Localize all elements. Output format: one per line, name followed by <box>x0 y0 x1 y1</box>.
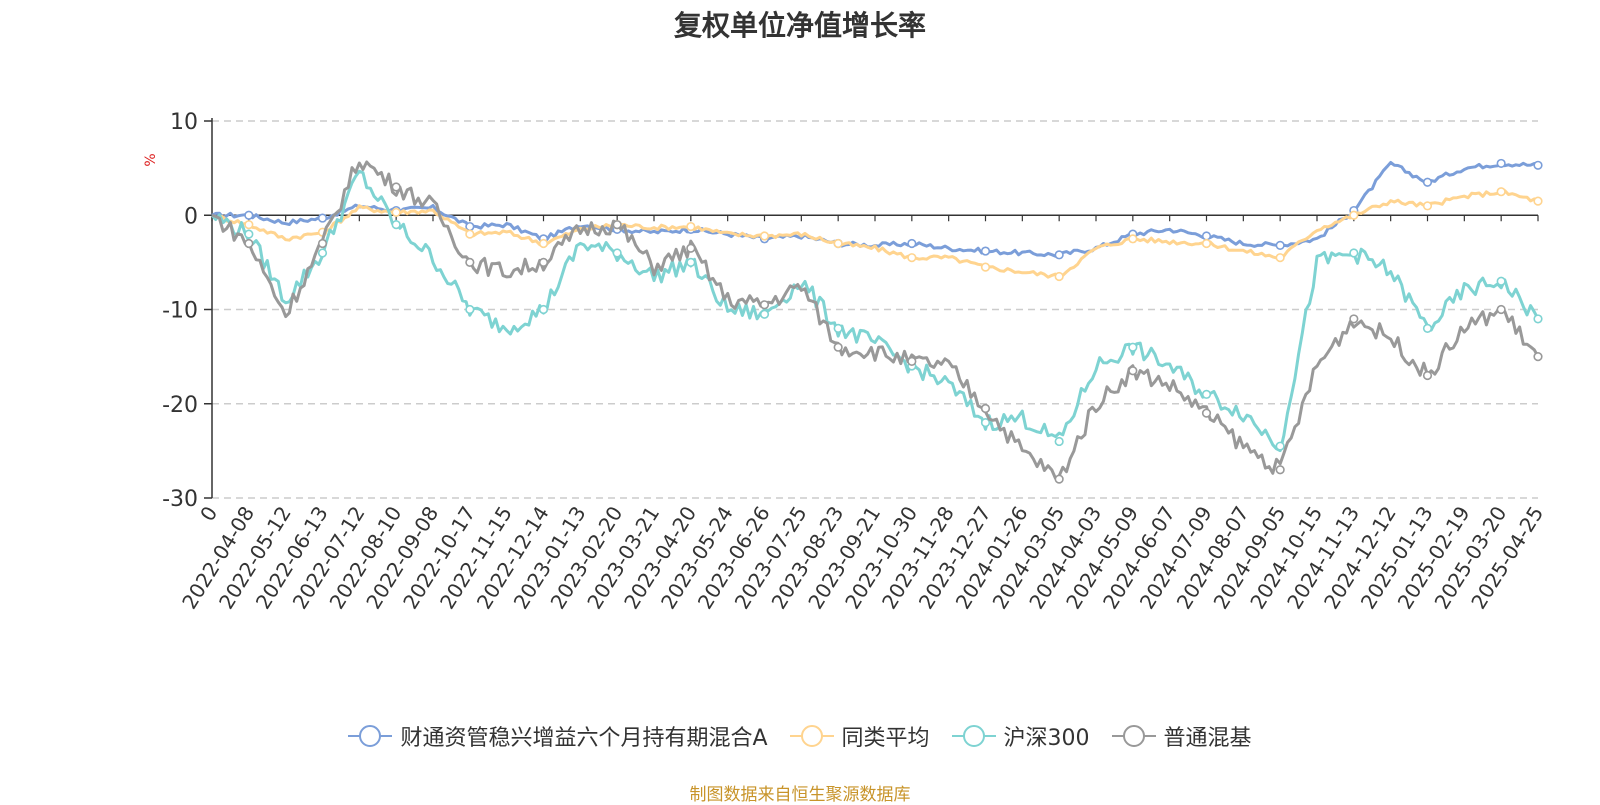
series-marker <box>1201 389 1212 399</box>
series-marker <box>1201 231 1212 241</box>
series-marker <box>465 229 475 239</box>
series-marker <box>465 304 475 315</box>
series-marker <box>1496 276 1506 286</box>
series-marker <box>244 210 254 220</box>
series-line <box>211 189 1539 279</box>
series-marker <box>244 229 254 239</box>
legend-item[interactable]: 同类平均 <box>789 720 930 752</box>
y-tick-label: 0 <box>184 204 198 229</box>
series-lines <box>210 158 1543 484</box>
legend-item[interactable]: 沪深300 <box>951 720 1090 752</box>
legend: 财通资管稳兴增益六个月持有期混合A 同类平均 沪深300 普通混基 <box>0 720 1600 752</box>
series-marker <box>391 182 401 192</box>
series-marker <box>833 323 843 333</box>
y-tick-label: -10 <box>162 299 198 324</box>
series-marker <box>1422 201 1433 211</box>
series-marker <box>980 418 991 428</box>
legend-marker-icon <box>951 724 996 748</box>
series-marker <box>1275 465 1285 475</box>
legend-label: 财通资管稳兴增益六个月持有期混合A <box>400 726 768 751</box>
y-axis-unit-label: % <box>143 153 159 166</box>
x-tick-label: 0 <box>195 502 222 526</box>
series-marker <box>317 213 328 223</box>
series-marker <box>1349 314 1359 324</box>
series-marker <box>686 257 696 267</box>
series-marker <box>1349 248 1359 258</box>
series-marker <box>1201 408 1212 418</box>
legend-item[interactable]: 财通资管稳兴增益六个月持有期混合A <box>348 720 768 752</box>
y-tick-label: -30 <box>162 487 198 512</box>
series-marker <box>833 238 843 249</box>
series-marker <box>1275 240 1285 251</box>
series-marker <box>244 220 254 230</box>
series-marker <box>1054 271 1064 282</box>
series-marker <box>1533 160 1543 170</box>
series-marker <box>907 238 917 249</box>
series-marker <box>1422 370 1433 381</box>
series-marker <box>1128 342 1138 352</box>
grid-lines <box>212 120 1538 499</box>
series-marker <box>980 246 991 256</box>
series-marker <box>612 248 622 258</box>
series-marker <box>1054 250 1064 260</box>
series-marker <box>980 262 991 272</box>
series-marker <box>1422 177 1433 187</box>
series-marker <box>244 238 254 249</box>
series-marker <box>1054 474 1064 484</box>
series-marker <box>1422 323 1433 333</box>
series-marker <box>1496 304 1506 315</box>
series-marker <box>686 221 696 232</box>
legend-label: 普通混基 <box>1163 726 1252 751</box>
series-marker <box>1496 187 1506 197</box>
legend-item[interactable]: 普通混基 <box>1111 720 1252 752</box>
series-marker <box>391 207 401 218</box>
series-marker <box>612 220 622 230</box>
series-marker <box>907 356 917 366</box>
tick-labels: 100-10-20-3002022-04-082022-05-122022-06… <box>162 110 1548 613</box>
series-marker <box>907 253 917 263</box>
chart-title: 复权单位净值增长率 <box>673 9 926 42</box>
series-marker <box>1275 253 1285 263</box>
source-note: 制图数据来自恒生聚源数据库 <box>689 785 911 805</box>
legend-label: 同类平均 <box>841 726 930 751</box>
series-line <box>211 160 1540 480</box>
legend-marker-icon <box>1111 724 1156 748</box>
series-marker <box>465 221 475 232</box>
legend-label: 沪深300 <box>1003 726 1090 751</box>
series-marker <box>1533 352 1543 362</box>
legend-marker-icon <box>348 724 393 748</box>
series-line <box>210 169 1540 453</box>
series-marker <box>1054 436 1064 447</box>
series-marker <box>833 342 843 352</box>
y-tick-label: 10 <box>170 110 198 135</box>
series-marker <box>1275 441 1285 451</box>
series-marker <box>759 309 770 319</box>
series-marker <box>1128 366 1138 376</box>
series-marker <box>538 304 549 315</box>
series-marker <box>465 257 475 267</box>
series-marker <box>1128 234 1138 244</box>
series-marker <box>759 231 770 241</box>
series-marker <box>686 243 696 253</box>
legend-marker-icon <box>789 724 834 748</box>
series-marker <box>1349 210 1359 220</box>
series-marker <box>538 257 549 267</box>
series-marker <box>1533 314 1543 324</box>
series-marker <box>759 300 770 310</box>
series-marker <box>1533 196 1543 206</box>
series-marker <box>538 238 549 249</box>
axes <box>204 118 1539 499</box>
series-marker <box>1201 238 1212 249</box>
y-tick-label: -20 <box>162 393 198 418</box>
series-marker <box>1496 158 1506 169</box>
series-marker <box>317 238 328 249</box>
series-marker <box>317 248 328 258</box>
series-marker <box>980 403 991 414</box>
series-marker <box>391 220 401 230</box>
